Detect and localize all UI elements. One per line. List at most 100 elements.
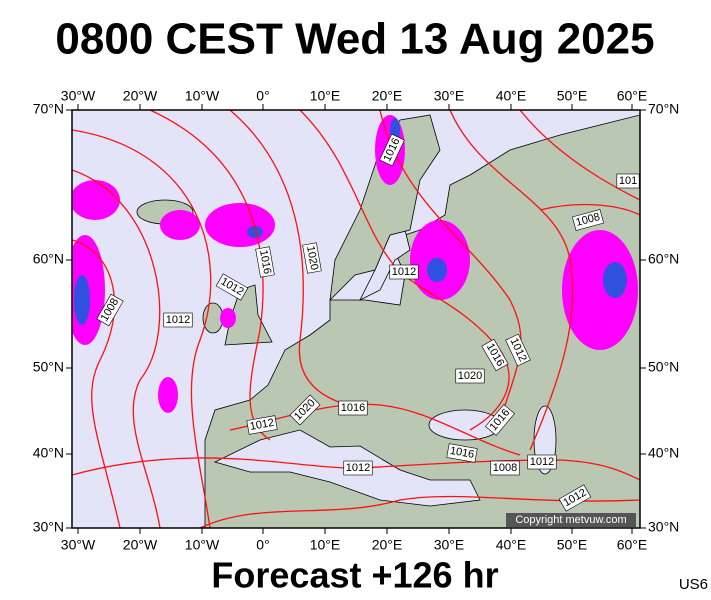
isobar bbox=[229, 403, 521, 456]
heavy-precipitation bbox=[74, 118, 627, 325]
latitude-label-right: 30°N bbox=[648, 519, 679, 535]
isobar-label-box bbox=[343, 460, 373, 476]
model-code: US6 bbox=[679, 576, 708, 593]
longitude-label-bottom: 10°W bbox=[185, 537, 220, 553]
isobar-label-box bbox=[379, 133, 405, 167]
latitude-label-right: 70°N bbox=[648, 101, 679, 117]
isobar-label: 1012 bbox=[343, 460, 373, 476]
isobar-label: 1020 bbox=[455, 368, 485, 384]
isobar-label-box bbox=[527, 454, 557, 470]
isobar-label-text: 1020 bbox=[458, 370, 482, 382]
isobar-label-box bbox=[289, 394, 321, 426]
isobar-label-text: 1012 bbox=[530, 456, 554, 468]
isobar-label-text: 1016 bbox=[257, 249, 273, 275]
rain-core bbox=[247, 226, 263, 238]
isobar-label: 1012 bbox=[389, 264, 419, 280]
rain-area bbox=[220, 308, 236, 328]
longitude-label-bottom: 20°E bbox=[372, 537, 403, 553]
longitude-label-top: 30°E bbox=[434, 88, 465, 104]
isobar-labels: 1016 1016 1020 1012 1008 1012 1012 1008 101 1016 1… bbox=[96, 133, 640, 512]
isobar bbox=[199, 495, 640, 528]
isobar-label-text: 1020 bbox=[304, 245, 320, 271]
isobar-label-text: 1016 bbox=[449, 445, 475, 461]
isobar-label-text: 1008 bbox=[493, 462, 517, 474]
isobar bbox=[72, 129, 212, 528]
isobar-label-text: 1012 bbox=[166, 314, 190, 326]
rain-core bbox=[603, 262, 627, 298]
longitude-label-bottom: 30°W bbox=[61, 537, 96, 553]
isobar-label-box bbox=[558, 484, 592, 512]
isobar bbox=[299, 110, 510, 431]
isobar-label-box bbox=[215, 273, 249, 301]
isobar-label-box bbox=[446, 443, 478, 463]
title: 0800 CEST Wed 13 Aug 2025 bbox=[55, 15, 654, 64]
isobar-label-box bbox=[490, 460, 520, 476]
isobar-label-text: 1012 bbox=[392, 266, 416, 278]
isobar-label-box bbox=[255, 246, 275, 278]
longitude-label-top: 30°W bbox=[61, 88, 96, 104]
map-content: Copyright metvuw.com bbox=[72, 110, 640, 528]
isobar-label-box bbox=[455, 368, 485, 384]
isobar-label-box bbox=[163, 312, 193, 328]
isobar-label-text: 101 bbox=[619, 175, 637, 187]
rain-area bbox=[160, 210, 200, 240]
longitude-label-bottom: 60°E bbox=[617, 537, 648, 553]
copyright: Copyright metvuw.com bbox=[515, 514, 626, 526]
latitude-label-right: 40°N bbox=[648, 445, 679, 461]
longitude-label-top: 50°E bbox=[557, 88, 588, 104]
isobar-label: 1008 bbox=[490, 460, 520, 476]
isobar-label-text: 1016 bbox=[341, 402, 365, 414]
longitude-label-bottom: 0° bbox=[256, 537, 269, 553]
latitude-label-left: 60°N bbox=[33, 251, 64, 267]
isobar-label-box bbox=[246, 415, 278, 435]
isobar-label: 101 bbox=[616, 173, 640, 189]
isobar bbox=[149, 110, 271, 441]
longitude-label-top: 20°W bbox=[123, 88, 158, 104]
longitude-label-bottom: 50°E bbox=[557, 537, 588, 553]
longitude-label-bottom: 30°E bbox=[434, 537, 465, 553]
isobar-label-box bbox=[572, 209, 604, 231]
isobars bbox=[72, 110, 640, 528]
longitude-label-top: 40°E bbox=[496, 88, 527, 104]
latitude-label-right: 60°N bbox=[648, 251, 679, 267]
latitude-label-left: 30°N bbox=[33, 519, 64, 535]
isobar-label: 1016 bbox=[446, 443, 478, 463]
longitude-label-top: 60°E bbox=[617, 88, 648, 104]
rain-area bbox=[158, 377, 178, 413]
isobar-label-text: 1012 bbox=[249, 417, 275, 433]
longitude-label-bottom: 10°E bbox=[310, 537, 341, 553]
rain-core bbox=[427, 258, 447, 282]
isobar-label-box bbox=[338, 400, 368, 416]
longitude-label-top: 0° bbox=[256, 88, 269, 104]
rain-area bbox=[562, 230, 638, 350]
rain-area bbox=[72, 180, 120, 220]
map: Copyright metvuw.com 1016 1016 1020 1012 100… bbox=[33, 88, 680, 553]
isobar-label: 1012 bbox=[163, 312, 193, 328]
isobar bbox=[519, 110, 640, 201]
isobar-label-text: 1012 bbox=[346, 462, 370, 474]
longitude-label-top: 10°W bbox=[185, 88, 220, 104]
isobar-label: 1012 bbox=[527, 454, 557, 470]
longitude-label-bottom: 20°W bbox=[123, 537, 158, 553]
isobar bbox=[379, 110, 522, 421]
isobar-label-box bbox=[96, 293, 124, 327]
isobar-label: 1020 bbox=[302, 242, 322, 274]
latitude-label-left: 50°N bbox=[33, 359, 64, 375]
longitude-label-top: 20°E bbox=[372, 88, 403, 104]
isobar bbox=[72, 169, 161, 528]
isobar bbox=[72, 457, 640, 481]
axis-labels: 30°W 30°W 20°W 20°W 10°W 10°W 0° 0° 10°E 10°E 20°E… bbox=[33, 88, 680, 553]
isobar-label-box bbox=[389, 264, 419, 280]
isobar-label: 1016 bbox=[338, 400, 368, 416]
rain-area bbox=[205, 203, 275, 247]
map-frame bbox=[71, 109, 641, 529]
isobar bbox=[539, 203, 640, 216]
rain-core bbox=[74, 275, 90, 325]
isobar-label-box bbox=[616, 173, 640, 189]
latitude-label-left: 40°N bbox=[33, 445, 64, 461]
isobar bbox=[229, 110, 361, 409]
isobar-label: 1008 bbox=[572, 209, 604, 231]
longitude-label-bottom: 40°E bbox=[496, 537, 527, 553]
isobar-label-box bbox=[505, 333, 531, 367]
